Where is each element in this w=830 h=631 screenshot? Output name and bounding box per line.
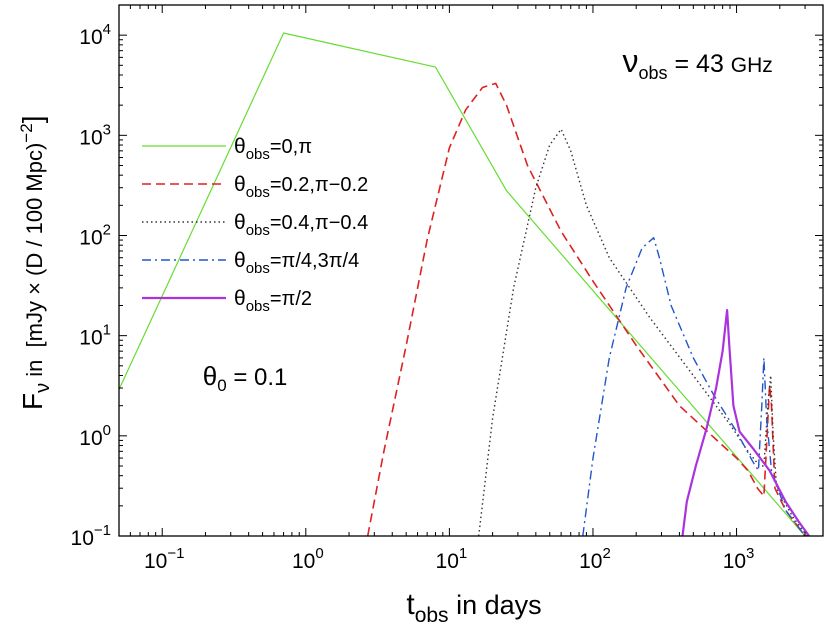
legend-label-2-rest: =0.4,π−0.4	[270, 212, 368, 234]
x-tick-label-0-base: 10	[144, 550, 167, 573]
legend-label-2: θobs=0.4,π−0.4	[234, 211, 368, 239]
x-tick-label-1-exp: 0	[315, 545, 323, 562]
x-axis-label-main: t	[406, 588, 415, 621]
frequency-annotation-main: ν	[623, 43, 639, 79]
y-axis-label: Fν in [mJy × (D / 100 Mpc)−2]	[17, 94, 54, 446]
y-tick-label-1-exp: 0	[103, 422, 111, 439]
legend-label-2-sub: obs	[246, 222, 270, 239]
y-axis-label-rest2: ]	[17, 116, 48, 124]
x-tick-label-3-exp: 2	[602, 545, 610, 562]
legend-label-0-rest: =0,π	[270, 136, 312, 158]
y-axis-label-main: F	[17, 393, 48, 410]
y-tick-label-4-base: 10	[79, 126, 102, 149]
y-tick-label-3-base: 10	[79, 226, 102, 249]
y-tick-label-3-exp: 2	[103, 221, 111, 238]
plot-area	[119, 5, 823, 536]
legend-label-3-rest: =π/4,3π/4	[270, 250, 359, 272]
x-tick-label-3: 102	[579, 545, 611, 573]
y-tick-label-2: 101	[79, 322, 111, 350]
x-tick-label-0-exp: −1	[167, 545, 184, 562]
legend-label-3-sub: obs	[246, 260, 270, 277]
x-tick-label-4-exp: 3	[746, 545, 754, 562]
legend-label-0-sub: obs	[246, 146, 270, 163]
y-tick-label-1: 100	[79, 422, 111, 450]
series-line-4	[681, 309, 810, 536]
x-tick-label-1-base: 10	[292, 550, 315, 573]
legend-label-4-sub: obs	[246, 298, 270, 315]
x-tick-label-4-base: 10	[723, 550, 746, 573]
legend-label-1: θobs=0.2,π−0.2	[234, 173, 368, 201]
y-tick-label-0: 10−1	[71, 522, 111, 550]
theta0-annotation-sub: 0	[217, 376, 226, 395]
x-axis-label-sub: obs	[415, 604, 449, 627]
y-axis-label-sup: −2	[17, 123, 36, 142]
y-tick-label-5-base: 10	[79, 26, 102, 49]
legend-label-3-main: θ	[234, 249, 246, 272]
y-tick-label-2-exp: 1	[103, 322, 111, 339]
theta0-annotation: θ0 = 0.1	[168, 361, 308, 395]
y-tick-label-5: 104	[79, 21, 111, 49]
y-tick-label-1-base: 10	[79, 427, 102, 450]
series-line-1	[366, 82, 806, 536]
ticks-layer	[118, 4, 824, 537]
x-axis-label: tobs in days	[406, 588, 541, 627]
x-tick-label-2-base: 10	[436, 550, 459, 573]
x-tick-label-2: 101	[436, 545, 468, 573]
legend-label-1-main: θ	[234, 173, 246, 196]
x-axis-label-rest: in days	[449, 590, 542, 620]
y-tick-label-0-exp: −1	[94, 522, 111, 539]
series-layer	[119, 32, 810, 536]
theta0-annotation-main: θ	[203, 361, 217, 391]
y-axis-label-sub: ν	[32, 383, 54, 393]
y-tick-label-3: 102	[79, 221, 111, 249]
legend-label-4: θobs=π/2	[234, 287, 312, 315]
x-tick-label-0: 10−1	[144, 545, 184, 573]
legend-label-2-main: θ	[234, 211, 246, 234]
y-tick-label-4-exp: 3	[103, 121, 111, 138]
legend-label-3: θobs=π/4,3π/4	[234, 249, 359, 277]
frequency-annotation-unit: GHz	[731, 54, 773, 77]
y-tick-label-5-exp: 4	[103, 21, 111, 38]
x-tick-label-4: 103	[723, 545, 755, 573]
y-tick-label-4: 103	[79, 121, 111, 149]
series-line-0	[119, 32, 806, 536]
legend-label-4-main: θ	[234, 287, 246, 310]
legend-label-1-rest: =0.2,π−0.2	[270, 174, 368, 196]
legend-label-1-sub: obs	[246, 184, 270, 201]
x-tick-label-2-exp: 1	[459, 545, 467, 562]
legend-label-0-main: θ	[234, 135, 246, 158]
theta0-annotation-rest: = 0.1	[227, 364, 288, 391]
y-tick-label-2-base: 10	[79, 327, 102, 350]
x-tick-label-1: 100	[292, 545, 324, 573]
legend-label-4-rest: =π/2	[270, 288, 312, 310]
frequency-annotation: νobs = 43 GHz	[585, 43, 795, 83]
y-tick-label-0-base: 10	[71, 527, 94, 550]
x-tick-label-3-base: 10	[579, 550, 602, 573]
legend: θobs=0,πθobs=0.2,π−0.2θobs=0.4,π−0.4θobs…	[142, 135, 368, 315]
legend-label-0: θobs=0,π	[234, 135, 312, 163]
frequency-annotation-rest: = 43	[668, 50, 731, 78]
frequency-annotation-sub: obs	[639, 63, 668, 83]
y-axis-label-rest1: in [mJy × (D / 100 Mpc)	[22, 143, 47, 383]
plot-frame	[118, 4, 824, 537]
